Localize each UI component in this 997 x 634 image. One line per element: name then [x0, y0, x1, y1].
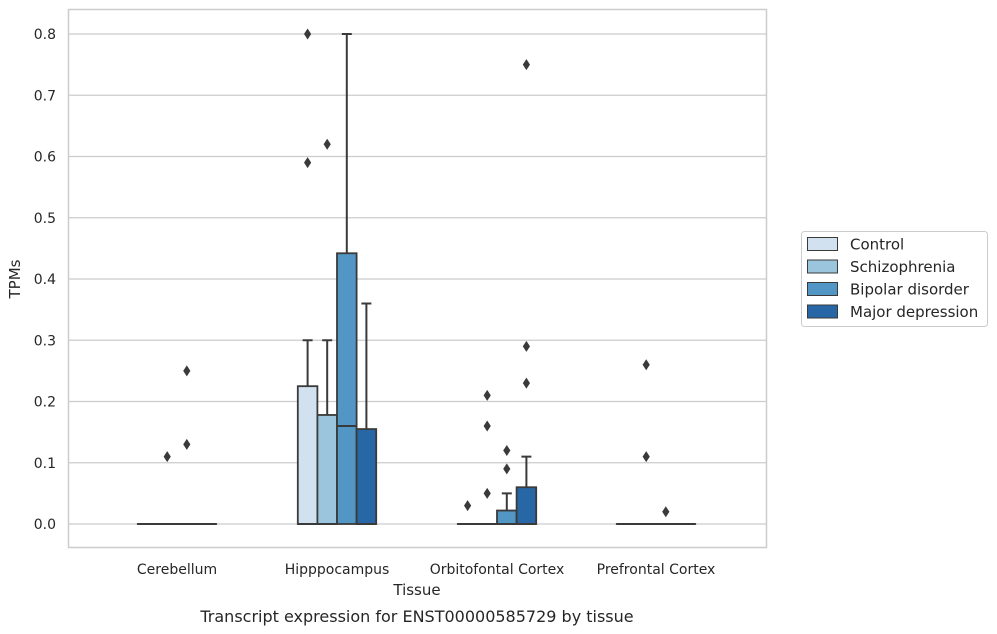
box-marks [136, 28, 697, 525]
box-group [476, 389, 498, 525]
outlier-point [503, 445, 511, 456]
outlier-point [163, 451, 171, 463]
outlier-point [522, 340, 530, 352]
outlier-point [483, 420, 491, 432]
outlier-point [642, 359, 650, 371]
outlier-point [183, 365, 191, 377]
outlier-point [323, 138, 331, 150]
y-tick-label: 0.6 [34, 150, 56, 166]
legend-swatch [807, 304, 838, 319]
outlier-point [483, 389, 491, 401]
box [355, 428, 378, 525]
y-tick-label: 0.3 [34, 333, 56, 349]
box-group [296, 28, 319, 525]
x-tick-label: Hipppocampus [285, 562, 390, 578]
plot-area-frame [67, 8, 768, 549]
x-tick-labels: Cerebellum Hipppocampus Orbitofontal Corte… [137, 562, 715, 578]
box-group [635, 359, 657, 525]
outlier-point [464, 500, 472, 512]
legend-swatch [807, 237, 838, 251]
legend: Control Schizophrenia Bipolar disorder Majo… [801, 231, 988, 327]
outlier-point [522, 59, 530, 71]
y-axis-title: TPMs [6, 259, 24, 299]
box-group [336, 33, 358, 525]
legend-label: Major depression [850, 303, 978, 321]
legend-label: Schizophrenia [850, 258, 955, 276]
outlier-point [483, 487, 491, 499]
box-group [655, 506, 677, 525]
outlier-point [304, 157, 312, 169]
x-tick-label: Orbitofontal Cortex [430, 562, 565, 578]
box-group [355, 302, 378, 525]
x-axis-title: Tissue [392, 581, 440, 599]
y-tick-label: 0.7 [34, 88, 56, 104]
outlier-point [304, 28, 312, 40]
box [336, 252, 358, 525]
outlier-point [522, 377, 530, 389]
y-tick-label: 0.1 [34, 456, 56, 472]
y-tick-label: 0.2 [34, 395, 56, 411]
figure-caption: Transcript expression for ENST0000058572… [199, 607, 633, 626]
legend-swatch [807, 282, 838, 296]
outlier-point [662, 506, 670, 518]
y-tick-label: 0.4 [34, 272, 56, 288]
y-tick-label: 0.0 [34, 517, 56, 533]
outlier-point [183, 438, 191, 450]
box [515, 486, 538, 525]
x-tick-label: Cerebellum [137, 562, 217, 578]
box [316, 414, 338, 525]
outlier-point [503, 463, 511, 475]
gridlines [68, 33, 767, 525]
y-tick-label: 0.8 [34, 27, 56, 43]
legend-swatch [807, 259, 838, 274]
y-tick-labels: 0.0 0.1 0.2 0.3 0.4 0.5 0.6 0.7 0.8 [34, 27, 56, 533]
legend-label: Control [850, 236, 904, 254]
box-group [515, 59, 538, 525]
box-group [316, 138, 338, 525]
box-group [496, 445, 518, 525]
y-tick-label: 0.5 [34, 211, 56, 227]
box-group [156, 451, 178, 525]
outlier-point [642, 451, 650, 463]
box-group [456, 500, 479, 525]
box-group [176, 365, 198, 525]
box [296, 385, 319, 525]
x-tick-label: Prefrontal Cortex [597, 562, 716, 578]
legend-label: Bipolar disorder [850, 281, 970, 299]
legend-frame [801, 231, 988, 327]
box [496, 509, 518, 525]
legend-items: Control Schizophrenia Bipolar disorder Majo… [807, 236, 978, 321]
